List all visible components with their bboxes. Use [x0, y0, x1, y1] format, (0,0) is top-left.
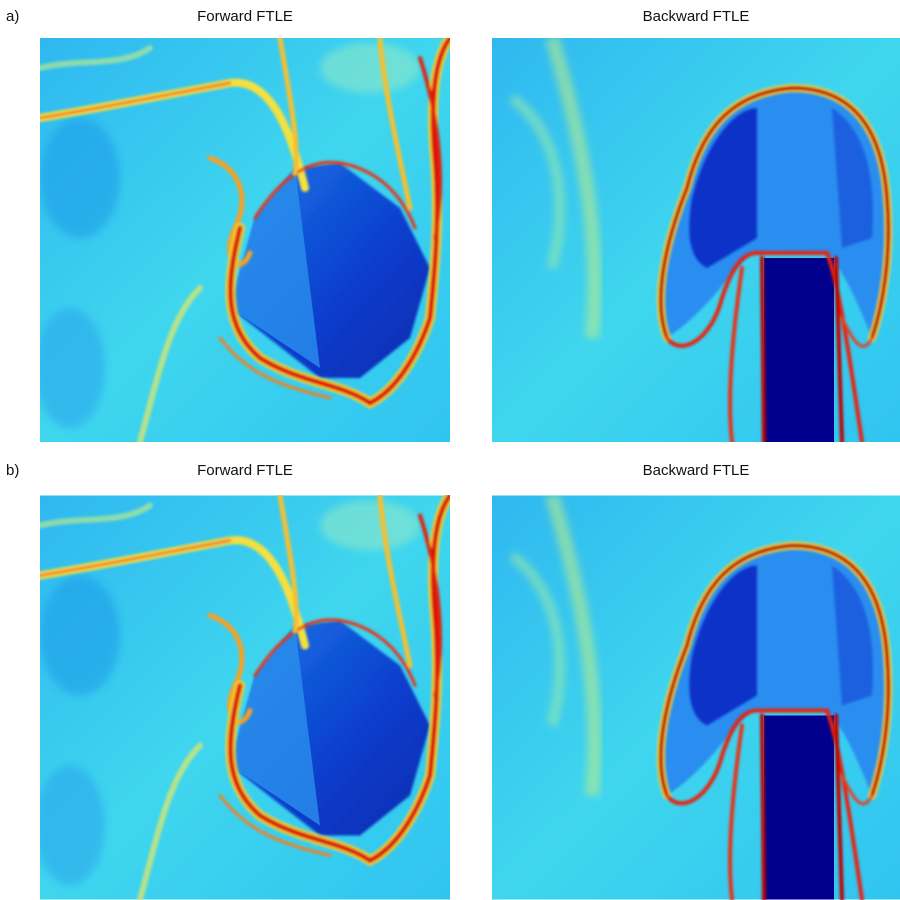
ftle-image — [492, 496, 900, 900]
figure: a) Forward FTLE Backward FTLE b) Forward FTL… — [0, 0, 900, 900]
ftle-field — [492, 38, 900, 442]
ftle-field — [492, 495, 900, 900]
ftle-image — [40, 38, 450, 442]
page: FTLE figure {"panels": [ {"label": "a)",… — [0, 0, 900, 900]
panel-label: a) — [6, 8, 19, 25]
plot-title: Forward FTLE — [40, 8, 450, 25]
plot-title: Forward FTLE — [40, 462, 450, 479]
ftle-field — [40, 495, 450, 900]
panel-label: b) — [6, 462, 19, 479]
ftle-image — [40, 496, 450, 900]
ftle-field — [40, 38, 450, 442]
ftle-image — [492, 38, 900, 442]
plot-title: Backward FTLE — [492, 8, 900, 25]
plot-title: Backward FTLE — [492, 462, 900, 479]
